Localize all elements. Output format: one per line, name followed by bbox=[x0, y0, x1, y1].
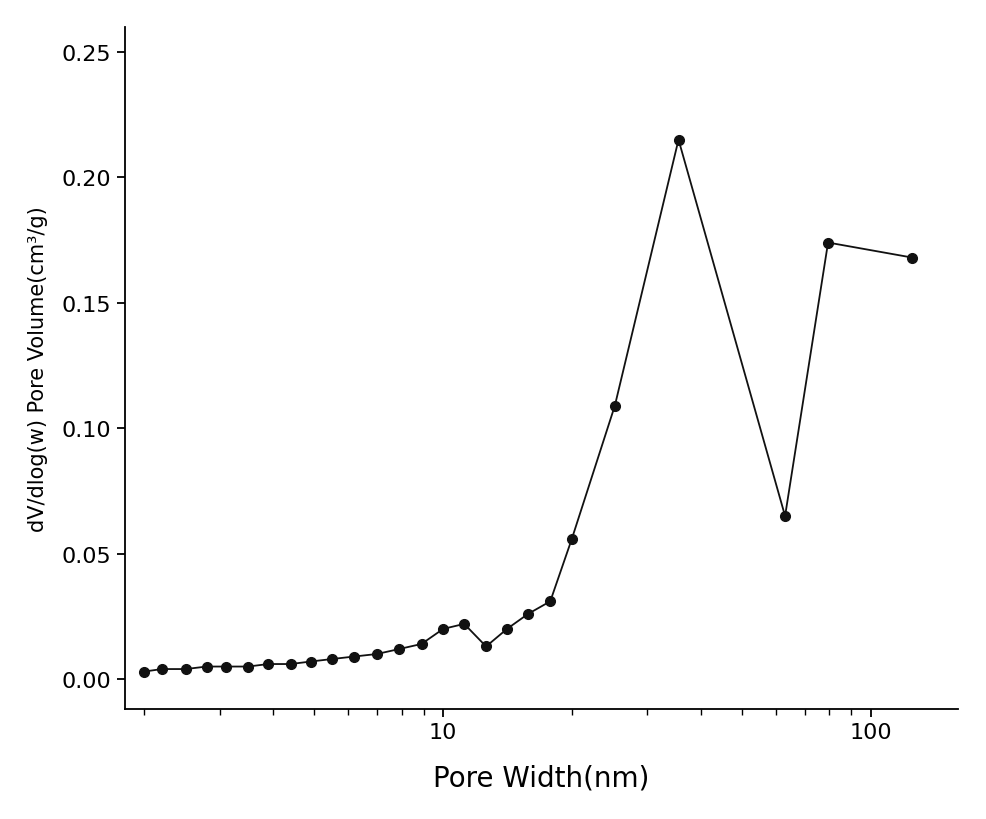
X-axis label: Pore Width(nm): Pore Width(nm) bbox=[433, 763, 650, 791]
Y-axis label: dV/dlog(w) Pore Volume(cm³/g): dV/dlog(w) Pore Volume(cm³/g) bbox=[28, 206, 47, 532]
